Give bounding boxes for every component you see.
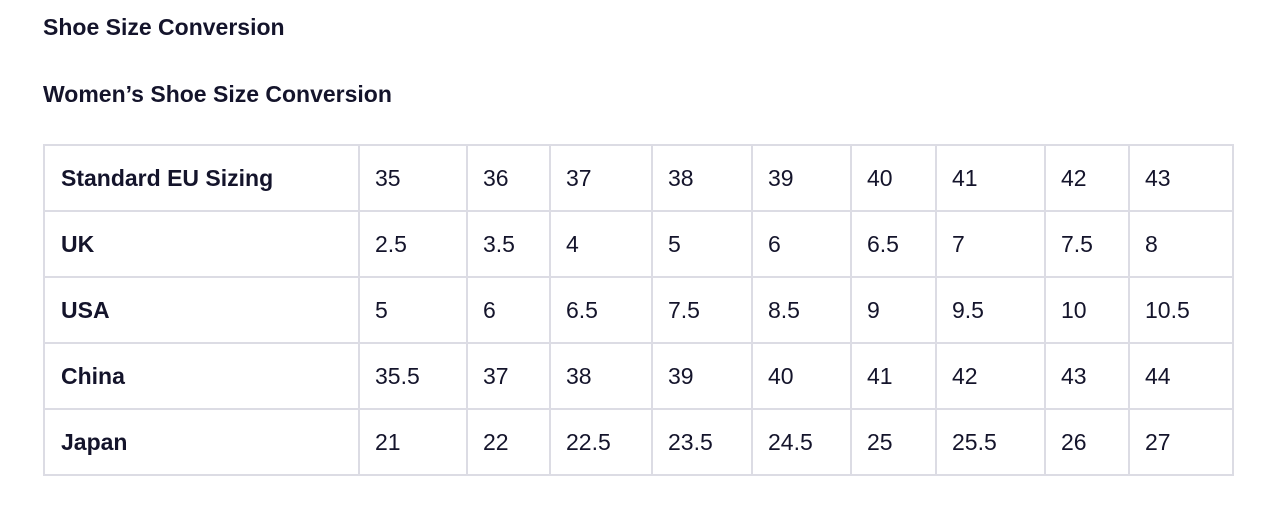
table-row: UK 2.5 3.5 4 5 6 6.5 7 7.5 8 bbox=[43, 210, 1234, 278]
size-cell: 37 bbox=[466, 342, 551, 410]
size-cell: 38 bbox=[651, 144, 753, 212]
size-cell: 44 bbox=[1128, 342, 1234, 410]
size-cell: 39 bbox=[751, 144, 852, 212]
size-cell: 42 bbox=[935, 342, 1046, 410]
size-cell: 25.5 bbox=[935, 408, 1046, 476]
size-cell: 42 bbox=[1044, 144, 1130, 212]
size-cell: 6 bbox=[751, 210, 852, 278]
size-cell: 25 bbox=[850, 408, 937, 476]
size-cell: 5 bbox=[358, 276, 468, 344]
size-cell: 43 bbox=[1128, 144, 1234, 212]
row-label: Japan bbox=[43, 408, 360, 476]
size-cell: 36 bbox=[466, 144, 551, 212]
size-cell: 40 bbox=[751, 342, 852, 410]
size-cell: 7.5 bbox=[651, 276, 753, 344]
row-label: USA bbox=[43, 276, 360, 344]
size-cell: 23.5 bbox=[651, 408, 753, 476]
size-cell: 24.5 bbox=[751, 408, 852, 476]
size-cell: 22 bbox=[466, 408, 551, 476]
size-cell: 5 bbox=[651, 210, 753, 278]
row-label: China bbox=[43, 342, 360, 410]
size-cell: 35 bbox=[358, 144, 468, 212]
size-cell: 6.5 bbox=[850, 210, 937, 278]
size-cell: 7.5 bbox=[1044, 210, 1130, 278]
size-cell: 35.5 bbox=[358, 342, 468, 410]
size-cell: 8 bbox=[1128, 210, 1234, 278]
table-row: USA 5 6 6.5 7.5 8.5 9 9.5 10 10.5 bbox=[43, 276, 1234, 344]
size-cell: 22.5 bbox=[549, 408, 653, 476]
size-cell: 43 bbox=[1044, 342, 1130, 410]
size-cell: 27 bbox=[1128, 408, 1234, 476]
size-cell: 2.5 bbox=[358, 210, 468, 278]
size-cell: 41 bbox=[935, 144, 1046, 212]
size-cell: 41 bbox=[850, 342, 937, 410]
section-title: Women’s Shoe Size Conversion bbox=[43, 81, 392, 107]
size-cell: 4 bbox=[549, 210, 653, 278]
page-title: Shoe Size Conversion bbox=[43, 14, 285, 40]
size-cell: 6.5 bbox=[549, 276, 653, 344]
size-cell: 21 bbox=[358, 408, 468, 476]
size-table: Standard EU Sizing 35 36 37 38 39 40 41 42 43 UK 2.… bbox=[43, 144, 1234, 476]
size-cell: 39 bbox=[651, 342, 753, 410]
size-cell: 40 bbox=[850, 144, 937, 212]
row-label: Standard EU Sizing bbox=[43, 144, 360, 212]
size-cell: 3.5 bbox=[466, 210, 551, 278]
size-cell: 8.5 bbox=[751, 276, 852, 344]
size-cell: 9 bbox=[850, 276, 937, 344]
table-row: Standard EU Sizing 35 36 37 38 39 40 41 42 43 bbox=[43, 144, 1234, 212]
table-row: China 35.5 37 38 39 40 41 42 43 44 bbox=[43, 342, 1234, 410]
row-label: UK bbox=[43, 210, 360, 278]
size-cell: 37 bbox=[549, 144, 653, 212]
size-cell: 7 bbox=[935, 210, 1046, 278]
size-cell: 38 bbox=[549, 342, 653, 410]
size-cell: 6 bbox=[466, 276, 551, 344]
size-cell: 10.5 bbox=[1128, 276, 1234, 344]
table-row: Japan 21 22 22.5 23.5 24.5 25 25.5 26 27 bbox=[43, 408, 1234, 476]
size-cell: 26 bbox=[1044, 408, 1130, 476]
size-cell: 9.5 bbox=[935, 276, 1046, 344]
size-cell: 10 bbox=[1044, 276, 1130, 344]
